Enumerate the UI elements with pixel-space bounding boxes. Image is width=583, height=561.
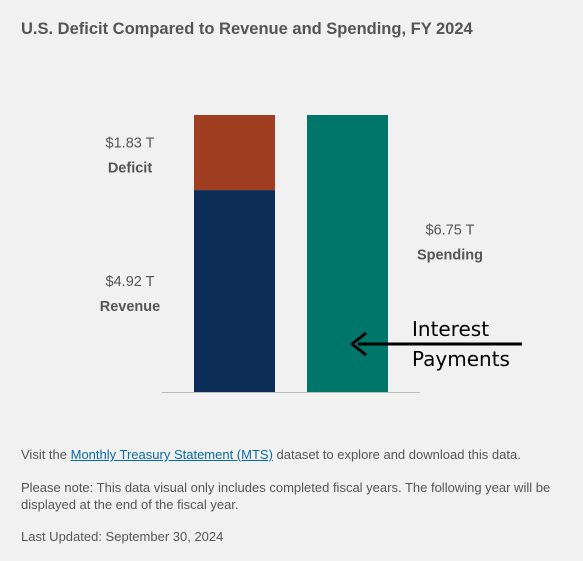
chart-title: U.S. Deficit Compared to Revenue and Spe…	[21, 20, 473, 38]
category-label-deficit: Deficit	[108, 161, 152, 177]
value-label-spending: $6.75 T	[426, 223, 475, 239]
value-label-revenue: $4.92 T	[106, 274, 155, 290]
bar-segment-deficit	[194, 115, 275, 191]
deficit-chart: Interest Payments $4.92 T Revenue $1.83 T D…	[100, 115, 522, 393]
mts-link[interactable]: Monthly Treasury Statement (MTS)	[70, 447, 273, 462]
value-label-deficit: $1.83 T	[106, 136, 155, 152]
annotation-text: Interest Payments	[412, 317, 510, 371]
visit-suffix: dataset to explore and download this dat…	[272, 447, 521, 462]
last-updated: Last Updated: September 30, 2024	[21, 529, 224, 544]
mts-note: Visit the Monthly Treasury Statement (MT…	[21, 446, 566, 463]
interest-annotation: Interest Payments	[350, 317, 522, 371]
disclaimer-note: Please note: This data visual only inclu…	[21, 480, 551, 512]
category-label-revenue: Revenue	[100, 299, 160, 315]
bar-segment-revenue	[194, 190, 275, 392]
annotation-arrow-head	[350, 331, 367, 357]
category-label-spending: Spending	[417, 248, 483, 264]
visit-prefix: Visit the	[21, 447, 71, 462]
bar-segment-spending	[307, 115, 388, 392]
